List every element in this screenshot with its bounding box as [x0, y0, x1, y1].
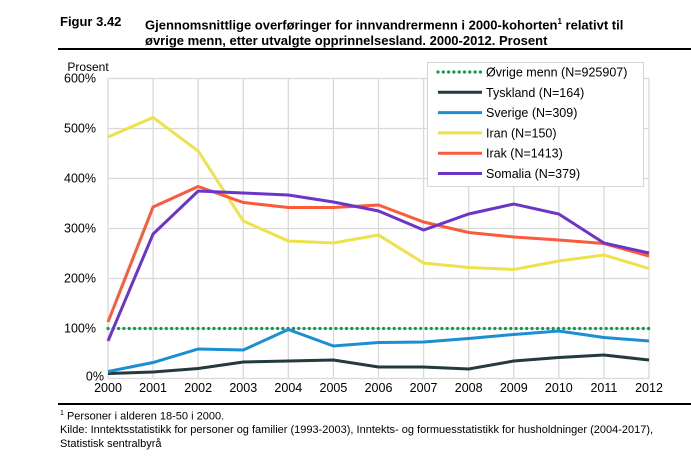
series-line-5: [106, 184, 650, 323]
series-line-6: [106, 189, 650, 342]
series-line-3: [107, 327, 650, 373]
legend-label: Irak (N=1413): [486, 147, 563, 161]
legend-label: Iran (N=150): [486, 126, 557, 140]
figure-title-footnote-marker: 1: [557, 17, 562, 26]
series-line-4: [107, 115, 650, 272]
top-rule: [58, 48, 691, 50]
x-tick-label: 2002: [184, 381, 212, 395]
legend-label: Øvrige menn (N=925907): [486, 66, 627, 80]
y-tick-label: 0%: [86, 370, 104, 384]
line-chart: 0%100%200%300%400%500%600% 2000 2001 2002 2…: [64, 60, 663, 395]
y-tick-label: 200%: [64, 272, 96, 286]
x-tick-label: 2007: [410, 381, 438, 395]
x-tick-label: 2003: [229, 381, 257, 395]
footnote-marker: 1: [60, 410, 64, 417]
x-tick-label: 2012: [635, 381, 663, 395]
x-tick-label: 2005: [320, 381, 348, 395]
x-tick-label: 2010: [545, 381, 573, 395]
legend-box: [427, 62, 644, 187]
x-tick-label: 2009: [500, 381, 528, 395]
y-axis-ticks: 0% 100% 200% 300% 400% 500% 600%: [64, 72, 104, 384]
y-tick-label: 500%: [64, 122, 96, 136]
x-tick-label: 2006: [365, 381, 393, 395]
footnote-text: Personer i alderen 18-50 i 2000.: [63, 410, 225, 423]
legend-label: Sverige (N=309): [486, 106, 577, 120]
legend-label: Somalia (N=379): [486, 167, 580, 181]
y-axis-label: Prosent: [67, 60, 109, 74]
legend-label: Tyskland (N=164): [486, 86, 584, 100]
figure-number: Figur 3.42: [60, 14, 122, 29]
x-tick-label: 2011: [590, 381, 617, 395]
y-tick-label: 100%: [64, 322, 96, 336]
figure-title: Gjennomsnittlige overføringer for innvan…: [145, 14, 665, 49]
figure-title-rest: relativt til øvrige menn, etter utvalgte…: [145, 17, 624, 49]
x-tick-label: 2004: [274, 381, 302, 395]
series-line-2: [107, 353, 650, 375]
legend: Øvrige menn (N=925907) Tyskland (N=164) Sv…: [427, 62, 644, 187]
source-note: Kilde: Inntektsstatistikk for personer o…: [60, 424, 654, 450]
footnote-1: 1 Personer i alderen 18-50 i 2000.: [60, 407, 680, 424]
figure-title-main: Gjennomsnittlige overføringer for innvan…: [145, 17, 558, 33]
x-tick-label: 2000: [94, 381, 122, 395]
y-tick-label: 300%: [64, 222, 96, 236]
x-tick-label: 2001: [139, 381, 167, 395]
x-axis-ticks: 2000 2001 2002 2003 2004 2005 2006 2007 2008 2009…: [94, 381, 663, 395]
y-tick-label: 600%: [64, 72, 96, 86]
bottom-rule: [58, 403, 691, 405]
series-group: [106, 115, 651, 375]
y-tick-label: 400%: [64, 172, 96, 186]
x-tick-label: 2008: [455, 381, 483, 395]
